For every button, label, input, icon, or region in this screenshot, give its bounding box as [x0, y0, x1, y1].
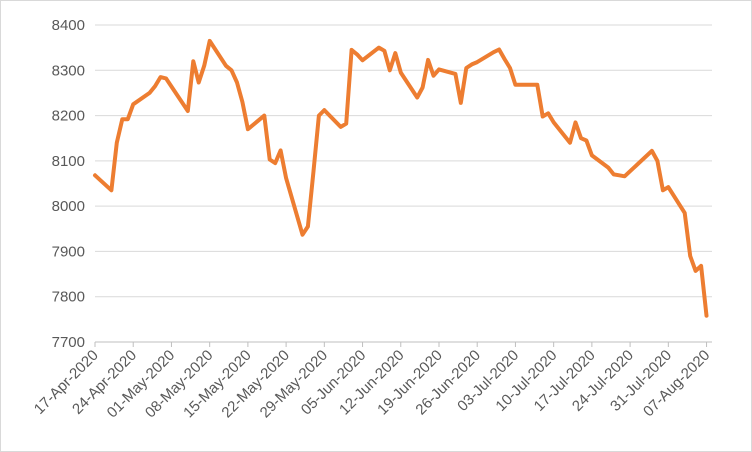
- gridlines: [95, 24, 712, 298]
- y-tick-label: 7700: [52, 334, 85, 351]
- series-line-0: [93, 38, 709, 318]
- series-layer: [93, 38, 709, 318]
- y-axis-tick-labels: 7700 7800 7900 8000 8100 8200 8300 8400: [52, 17, 85, 351]
- y-tick-label: 7900: [52, 243, 85, 260]
- y-tick-label: 8400: [52, 17, 85, 34]
- y-tick-label: 8000: [52, 198, 85, 215]
- y-tick-label: 8100: [52, 153, 85, 170]
- y-tick-label: 8300: [52, 62, 85, 79]
- y-tick-label: 7800: [52, 289, 85, 306]
- y-tick-label: 8200: [52, 108, 85, 125]
- x-axis-tick-labels: 17-Apr-202024-Apr-202001-May-202008-May-…: [31, 342, 713, 421]
